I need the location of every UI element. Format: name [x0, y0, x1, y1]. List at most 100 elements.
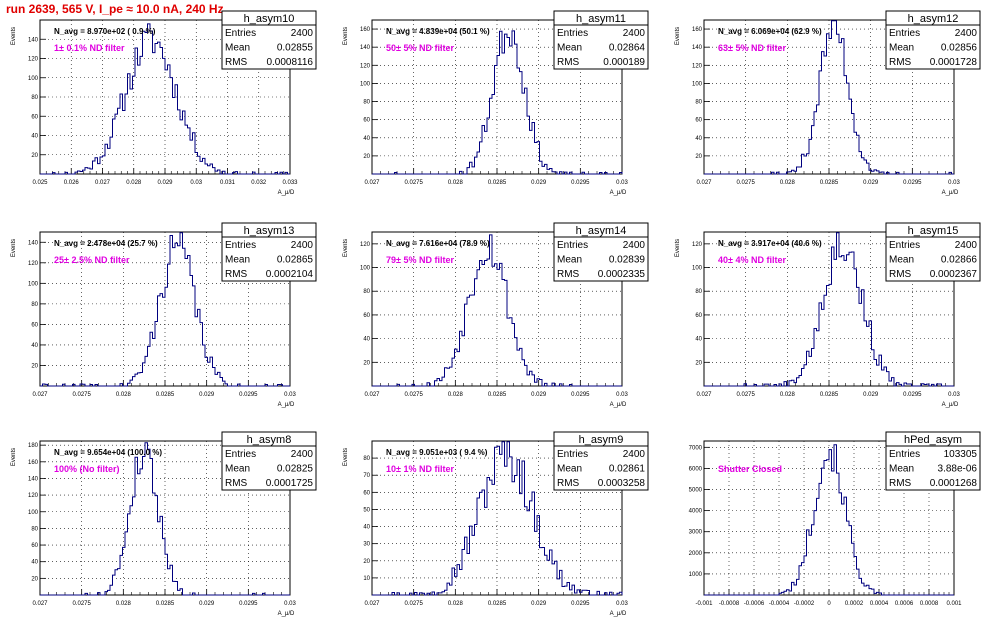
histogram-panel-h_asym10: 0.025 0.026 0.027 0.028 0.029 0.03 0.031 0.032 0… — [11, 10, 317, 196]
x-tick-label: 0.0295 — [239, 601, 258, 607]
x-tick-label: 0.028 — [126, 180, 142, 186]
histogram-panel-h_asym15: 0.027 0.0275 0.028 0.0285 0.029 0.0295 0.03 20 4… — [675, 222, 981, 408]
y-tick-label: 100 — [28, 281, 39, 287]
navg-label: N_avg = 9.051e+03 ( 9.4 %) — [386, 448, 488, 457]
x-tick-label: 0.03 — [190, 180, 202, 186]
histogram-line — [372, 30, 623, 175]
stats-key: Mean — [225, 43, 250, 54]
stats-key: Entries — [889, 28, 920, 39]
stats-value: 2400 — [623, 240, 646, 251]
stats-value: 0.0008116 — [266, 57, 313, 68]
filter-annotation: 40± 4% ND filter — [718, 255, 786, 265]
y-tick-label: 140 — [692, 45, 703, 51]
x-tick-label: 0.0285 — [488, 180, 507, 186]
y-tick-label: 1000 — [689, 572, 703, 578]
y-tick-label: 5000 — [689, 488, 703, 494]
histogram-name: hPed_asym — [904, 434, 962, 446]
y-axis-label: Events — [675, 239, 681, 257]
x-tick-label: 0.032 — [251, 180, 267, 186]
navg-label: N_avg = 2.478e+04 (25.7 %) — [54, 239, 158, 248]
x-tick-label: 0.0004 — [870, 601, 889, 607]
histogram-name: h_asym13 — [244, 225, 295, 237]
y-tick-label: 120 — [692, 63, 703, 69]
stats-key: RMS — [889, 478, 912, 489]
stats-key: Mean — [557, 255, 582, 266]
y-tick-label: 20 — [363, 154, 370, 160]
y-tick-label: 20 — [31, 153, 38, 159]
x-tick-label: 0.0275 — [736, 392, 755, 398]
stats-value: 2400 — [955, 240, 978, 251]
y-axis-label: Events — [11, 239, 17, 257]
y-tick-label: 20 — [695, 154, 702, 160]
y-tick-label: 40 — [695, 136, 702, 142]
page-title: run 2639, 565 V, I_pe ≈ 10.0 nA, 240 Hz — [6, 2, 224, 16]
x-tick-label: 0.029 — [531, 392, 547, 398]
y-tick-label: 20 — [695, 360, 702, 366]
stats-value: 0.02856 — [941, 43, 978, 54]
y-tick-label: 100 — [28, 76, 39, 82]
y-tick-label: 40 — [31, 134, 38, 140]
y-tick-label: 60 — [31, 543, 38, 549]
x-tick-label: 0.027 — [95, 180, 111, 186]
y-tick-label: 80 — [695, 289, 702, 295]
x-tick-label: -0.0002 — [794, 601, 815, 607]
y-tick-label: 20 — [363, 360, 370, 366]
histogram-line — [40, 232, 290, 387]
filter-annotation: 25± 2.5% ND filter — [54, 255, 130, 265]
x-tick-label: 0.03 — [616, 180, 628, 186]
y-tick-label: 60 — [363, 118, 370, 124]
x-tick-label: 0.0285 — [156, 392, 175, 398]
y-tick-label: 180 — [28, 443, 39, 449]
filter-annotation: 79± 5% ND filter — [386, 255, 454, 265]
x-tick-label: 0.001 — [946, 601, 962, 607]
x-tick-label: 0.03 — [948, 392, 960, 398]
x-tick-label: 0.0275 — [404, 392, 423, 398]
histogram-name: h_asym12 — [908, 13, 959, 25]
stats-key: RMS — [889, 57, 912, 68]
x-axis-label: A_μ/D — [278, 190, 295, 196]
x-tick-label: 0.0285 — [488, 601, 507, 607]
y-tick-label: 40 — [695, 337, 702, 343]
histogram-panel-h_asym9: 0.027 0.0275 0.028 0.0285 0.029 0.0295 0.03 10 2… — [343, 431, 649, 617]
histogram-name: h_asym14 — [576, 225, 627, 237]
stats-key: RMS — [557, 57, 580, 68]
x-axis-label: A_μ/D — [278, 402, 295, 408]
stats-value: 2400 — [291, 240, 314, 251]
x-tick-label: 0.0002 — [845, 601, 864, 607]
y-tick-label: 2000 — [689, 551, 703, 557]
y-tick-label: 120 — [28, 57, 39, 63]
histogram-line — [372, 441, 623, 596]
stats-box — [221, 24, 317, 70]
stats-value: 0.02839 — [609, 255, 646, 266]
stats-box — [553, 236, 649, 282]
x-tick-label: 0.03 — [616, 392, 628, 398]
stats-value: 0.02864 — [609, 43, 646, 54]
y-tick-label: 160 — [360, 27, 371, 33]
stats-box — [553, 445, 649, 491]
x-tick-label: 0.028 — [448, 392, 464, 398]
y-tick-label: 20 — [31, 576, 38, 582]
filter-annotation: 10± 1% ND filter — [386, 464, 454, 474]
stats-key: RMS — [225, 269, 248, 280]
x-tick-label: 0.0275 — [72, 601, 91, 607]
x-tick-label: 0.029 — [157, 180, 173, 186]
histogram-panel-h_asym8: 0.027 0.0275 0.028 0.0285 0.029 0.0295 0.03 20 4… — [11, 431, 317, 617]
y-axis-label: Events — [343, 448, 349, 466]
stats-value: 0.02866 — [941, 255, 978, 266]
stats-box — [885, 236, 981, 282]
x-tick-label: 0.027 — [696, 392, 712, 398]
y-tick-label: 60 — [695, 118, 702, 124]
x-tick-label: 0.026 — [64, 180, 80, 186]
x-tick-label: 0.029 — [199, 392, 215, 398]
y-tick-label: 100 — [360, 81, 371, 87]
y-tick-label: 80 — [363, 289, 370, 295]
x-tick-label: -0.001 — [695, 601, 713, 607]
stats-key: Mean — [225, 255, 250, 266]
stats-key: Entries — [225, 28, 256, 39]
y-tick-label: 70 — [363, 473, 370, 479]
histogram-name: h_asym9 — [579, 434, 624, 446]
x-tick-label: 0.027 — [32, 392, 48, 398]
filter-annotation: 1± 0.1% ND filter — [54, 43, 125, 53]
x-tick-label: 0.0295 — [903, 392, 922, 398]
x-tick-label: 0.0285 — [820, 180, 839, 186]
